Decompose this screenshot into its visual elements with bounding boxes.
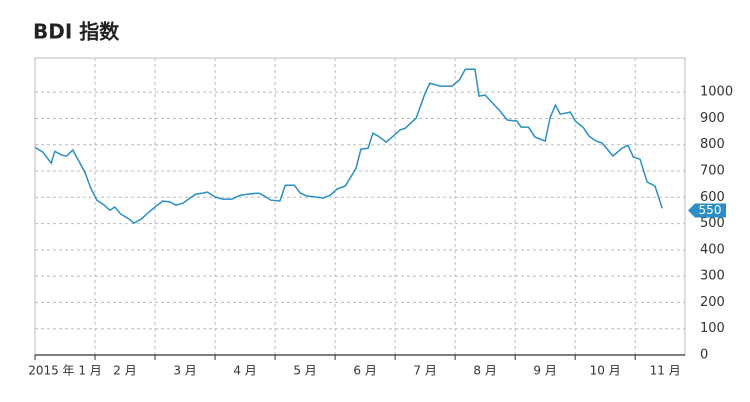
y-tick-label: 1000 — [700, 85, 733, 100]
y-tick-label: 0 — [700, 348, 708, 363]
y-tick-label: 400 — [700, 242, 725, 257]
x-tick-label: 10 月 — [590, 364, 621, 378]
x-tick-label: 4 月 — [233, 364, 256, 378]
y-tick-label: 200 — [700, 295, 725, 310]
chart-title: BDI 指数 — [33, 20, 120, 44]
x-tick-label: 3 月 — [173, 364, 196, 378]
x-tick-label: 2 月 — [113, 364, 136, 378]
y-tick-label: 600 — [700, 190, 725, 205]
x-tick-label: 5 月 — [293, 364, 316, 378]
y-tick-label: 500 — [700, 216, 725, 231]
y-tick-label: 800 — [700, 137, 725, 152]
y-tick-label: 300 — [700, 269, 725, 284]
x-tick-label: 11 月 — [650, 364, 681, 378]
x-tick-label: 9 月 — [533, 364, 556, 378]
plot-frame — [34, 57, 686, 356]
y-tick-label: 900 — [700, 111, 725, 126]
x-tick-label: 8 月 — [473, 364, 496, 378]
line — [34, 68, 663, 225]
x-tick-label: 7 月 — [413, 364, 436, 378]
latest-tag — [688, 203, 726, 218]
latest-label: 550 — [699, 203, 722, 217]
y-tick-label: 100 — [700, 321, 725, 336]
y-tick-label: 700 — [700, 164, 725, 179]
x-tick-label: 2015 年 1 月 — [28, 364, 102, 378]
x-tick-label: 6 月 — [353, 364, 376, 378]
